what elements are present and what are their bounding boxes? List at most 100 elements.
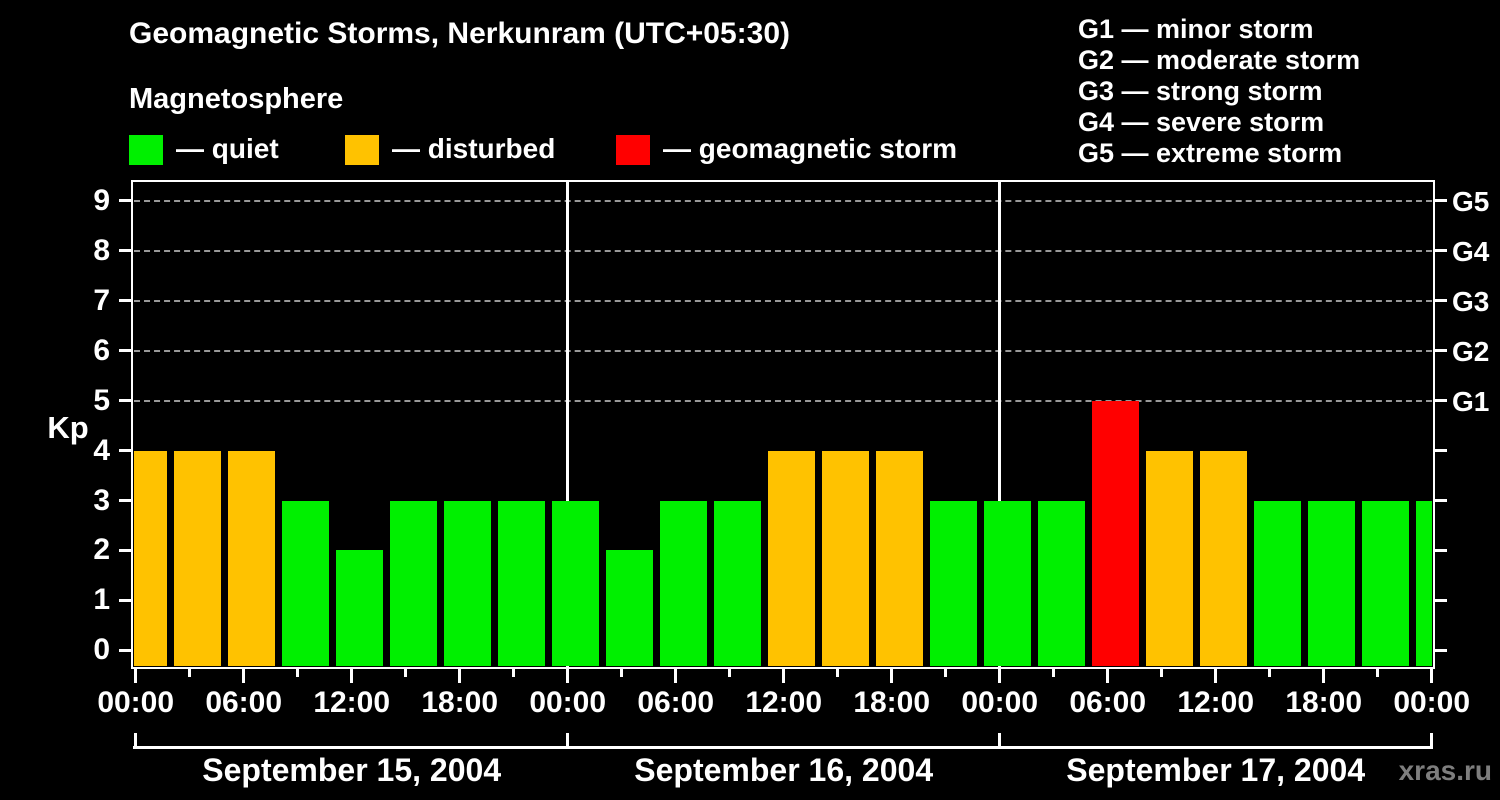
geomagnetic-storm-swatch	[616, 135, 650, 165]
x-axis-major-tick	[1214, 669, 1218, 683]
y-axis-tick-left	[119, 598, 131, 602]
disturbed-swatch	[345, 135, 379, 165]
x-axis-tick-label: 06:00	[205, 686, 283, 719]
date-axis-tick	[998, 733, 1002, 746]
g-level-label: G2	[1452, 335, 1490, 367]
kp-bar	[1199, 450, 1247, 666]
watermark: xras.ru	[1398, 755, 1492, 786]
kp-bar	[1307, 500, 1355, 666]
kp-bar	[173, 450, 221, 666]
g-legend-item: G2 — moderate storm	[1078, 45, 1361, 75]
y-axis-tick-right	[1435, 299, 1447, 303]
kp-bar	[983, 500, 1031, 666]
kp-bar	[1415, 500, 1432, 666]
x-axis-major-tick	[350, 669, 354, 683]
x-axis-major-tick	[998, 669, 1002, 683]
y-axis-tick-left	[119, 349, 131, 353]
gridline-kp7	[134, 299, 1432, 302]
g-level-label: G4	[1452, 235, 1490, 267]
x-axis-major-tick	[1106, 669, 1110, 683]
date-axis-tick	[566, 733, 570, 746]
x-axis-major-tick	[674, 669, 678, 683]
x-axis-tick-label: 18:00	[1285, 686, 1363, 719]
y-axis-tick-left	[119, 399, 131, 403]
y-axis-tick-label: 8	[93, 233, 110, 267]
y-axis-tick-label: 6	[93, 333, 110, 367]
geomagnetic-storm-label: — geomagnetic storm	[663, 133, 958, 164]
disturbed-label: — disturbed	[392, 133, 556, 164]
x-axis-major-tick	[242, 669, 246, 683]
y-axis-tick-label: 4	[93, 433, 110, 467]
x-axis-tick-label: 00:00	[961, 686, 1039, 719]
x-axis-tick-label: 06:00	[1069, 686, 1147, 719]
x-axis-major-tick	[1322, 669, 1326, 683]
g-legend-item: G5 — extreme storm	[1078, 138, 1343, 168]
kp-bar	[767, 450, 815, 666]
y-axis-tick-left	[119, 299, 131, 303]
gridline-kp8	[134, 249, 1432, 252]
quiet-label: — quiet	[176, 133, 279, 164]
kp-bar	[605, 550, 653, 666]
y-axis-tick-left	[119, 548, 131, 552]
x-axis-minor-tick	[836, 669, 840, 677]
kp-bar	[1361, 500, 1409, 666]
kp-bar	[335, 550, 383, 666]
kp-bar	[1145, 450, 1193, 666]
chart-subtitle: Magnetosphere	[129, 83, 344, 115]
y-axis-tick-left	[119, 249, 131, 253]
kp-bar	[497, 500, 545, 666]
y-axis-tick-left	[119, 648, 131, 652]
x-axis-tick-label: 12:00	[313, 686, 391, 719]
x-axis-tick-label: 00:00	[529, 686, 607, 719]
kp-bar	[551, 500, 599, 666]
kp-bar	[389, 500, 437, 666]
y-axis-tick-label: 2	[93, 533, 110, 567]
y-axis-tick-left	[119, 199, 131, 203]
x-axis-minor-tick	[728, 669, 732, 677]
kp-bar	[929, 500, 977, 666]
date-axis-tick	[1430, 733, 1434, 746]
x-axis-minor-tick	[1052, 669, 1056, 677]
y-axis-tick-label: 7	[93, 283, 110, 317]
x-axis-minor-tick	[188, 669, 192, 677]
quiet-swatch	[129, 135, 163, 165]
kp-bar	[281, 500, 329, 666]
g-level-label: G5	[1452, 185, 1490, 217]
g-scale-legend: G1 — minor storm G2 — moderate storm G3 — …	[1078, 14, 1360, 169]
x-axis-tick-label: 00:00	[1393, 686, 1471, 719]
gridline-kp9	[134, 199, 1432, 202]
y-axis-tick-left	[119, 499, 131, 502]
x-axis-major-tick	[890, 669, 894, 683]
kp-bar	[1037, 500, 1085, 666]
y-axis-title: Kp	[47, 410, 89, 445]
y-axis-tick-label: 3	[93, 483, 110, 517]
g-level-label: G1	[1452, 385, 1490, 417]
x-axis-tick-label: 00:00	[97, 686, 175, 719]
y-axis-tick-right	[1435, 399, 1447, 403]
g-level-label: G3	[1452, 285, 1490, 317]
x-axis-tick-label: 18:00	[421, 686, 499, 719]
y-axis-tick-right	[1435, 598, 1447, 602]
page-title: Geomagnetic Storms, Nerkunram (UTC+05:30…	[129, 17, 791, 50]
g-legend-item: G3 — strong storm	[1078, 76, 1323, 106]
kp-bar	[443, 500, 491, 666]
kp-bar	[227, 450, 275, 666]
x-axis-major-tick	[134, 669, 138, 683]
y-axis-tick-right	[1435, 449, 1447, 453]
kp-bar	[713, 500, 761, 666]
gridline-kp6	[134, 349, 1432, 352]
y-axis-tick-right	[1435, 199, 1447, 203]
x-axis-minor-tick	[1268, 669, 1272, 677]
date-axis-line	[133, 746, 1433, 749]
x-axis-tick-label: 06:00	[637, 686, 715, 719]
y-axis-tick-right	[1435, 548, 1447, 552]
x-axis-minor-tick	[1376, 669, 1380, 677]
date-label: September 16, 2004	[634, 752, 934, 788]
gridline-kp5	[134, 399, 1432, 402]
day-divider	[566, 182, 570, 667]
x-axis-major-tick	[1430, 669, 1434, 683]
x-axis-tick-label: 12:00	[745, 686, 823, 719]
day-divider	[998, 182, 1002, 667]
